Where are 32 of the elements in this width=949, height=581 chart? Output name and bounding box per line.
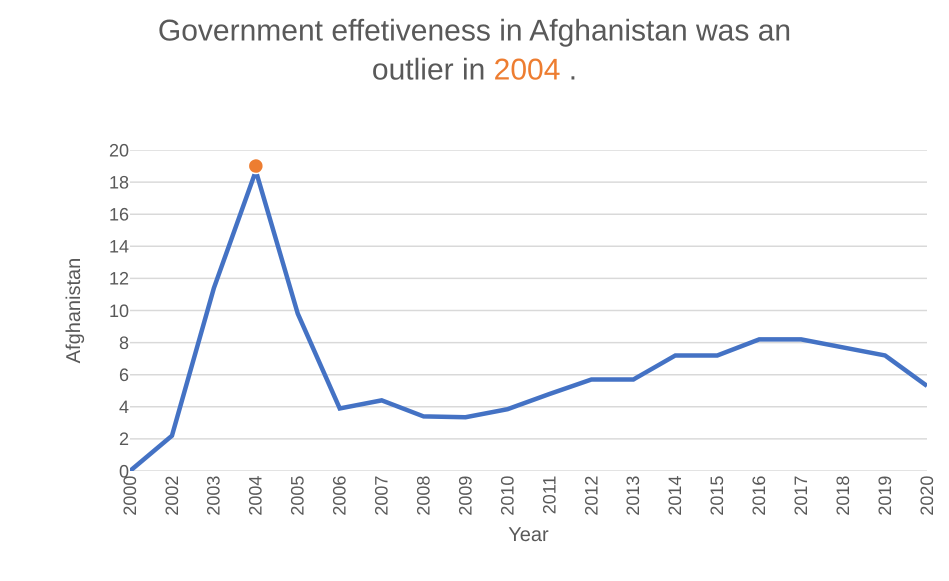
- y-tick-label: 8: [118, 332, 129, 353]
- x-tick-label: 2013: [623, 476, 644, 516]
- y-tick-label: 6: [118, 365, 129, 385]
- x-tick-label: 2019: [874, 476, 895, 516]
- x-tick-label: 2011: [539, 476, 560, 514]
- y-tick-label: 2: [118, 429, 129, 450]
- x-tick-label: 2005: [288, 476, 308, 516]
- y-tick-label: 12: [108, 268, 129, 289]
- y-tick-label: 4: [118, 397, 129, 418]
- y-axis-title: Afghanistan: [63, 258, 85, 364]
- x-tick-label: 2003: [204, 476, 224, 516]
- x-tick-label: 2017: [791, 476, 812, 516]
- y-tick-label: 10: [108, 300, 129, 321]
- x-tick-label: 2009: [455, 476, 476, 516]
- x-tick-label: 2016: [749, 476, 770, 516]
- y-tick-label: 14: [108, 236, 129, 257]
- x-tick-label: 2006: [330, 476, 350, 516]
- x-tick-label: 2010: [497, 476, 518, 516]
- x-tick-label: 2008: [413, 476, 434, 516]
- x-tick-label: 2007: [372, 476, 392, 516]
- chart-title: Government effetiveness in Afghanistan was an outlier in 2004 .: [158, 14, 792, 87]
- x-tick-label: 2012: [581, 476, 602, 516]
- x-tick-label: 2020: [916, 476, 937, 516]
- x-tick-label: 2014: [665, 476, 686, 516]
- y-tick-label: 16: [108, 204, 129, 224]
- y-tick-label: 20: [108, 140, 129, 160]
- x-tick-label: 2015: [707, 476, 728, 516]
- y-tick-label: 18: [108, 172, 129, 192]
- x-axis-title: Year: [508, 524, 550, 546]
- x-tick-label: 2004: [246, 476, 266, 516]
- x-tick-label: 2002: [162, 476, 182, 516]
- x-tick-label: 2018: [832, 476, 853, 516]
